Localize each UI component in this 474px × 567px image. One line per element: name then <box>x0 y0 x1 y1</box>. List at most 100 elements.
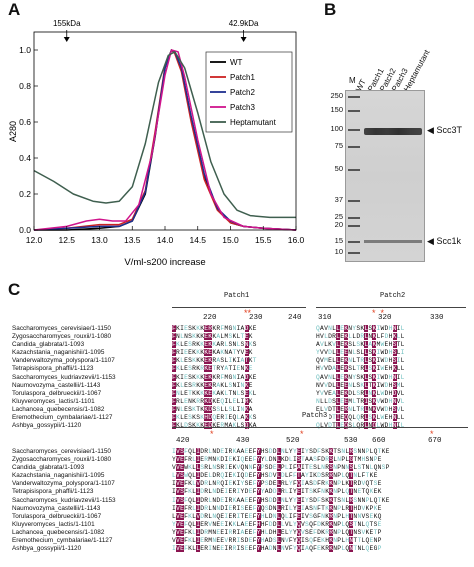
sequence-row: NLLDSLEEMLTRISKVWDHNVL <box>316 397 405 405</box>
sequence-row: LVEFKLVDRLNQEIERITEEFYHLDNLQLIFEIVSGFNKR… <box>172 512 382 520</box>
sequence-row: FKLESKSKHDQERIEQLAKKS <box>172 414 257 422</box>
sequence-row: QAVNLLEKNYSKLSKIWDHNIL <box>316 325 405 332</box>
pos-660: 660 <box>372 437 386 445</box>
gel-image <box>345 90 425 262</box>
annotation-arrow-head <box>63 37 70 42</box>
sequence-row: IVSFKLIDRLNDEIERIYDEFYYADDLRLIYEITSKFNKK… <box>172 488 382 496</box>
sequence-row: YVEFQLIERVNEEIKKLAEEFHHFDDLLVLYQVSQFDKRK… <box>172 520 382 528</box>
patch1-stars: ** <box>244 308 252 318</box>
species-name: Saccharomyces_kudriavzevii/1-1153 <box>12 496 116 504</box>
species-name: Zygosaccharomyces_rouxii/1-1080 <box>12 333 112 341</box>
x-axis-label: V/ml-s200 increase <box>124 257 205 268</box>
patch3-bracket <box>172 420 468 428</box>
marker-band <box>348 200 360 202</box>
scc3t-label: ◀ Scc3T <box>427 125 462 135</box>
x-tick-label: 15.5 <box>255 235 272 245</box>
x-tick-label: 15.0 <box>222 235 239 245</box>
annotation-label: 155kDa <box>53 19 81 28</box>
alignment-block-bottom: Patch3 * * * 420 430 520 530 660 670 Sac… <box>0 412 474 567</box>
species-name: Vanderwaltozyma_polyspora/1-1107 <box>12 357 115 365</box>
y-tick-label: 1.0 <box>19 45 31 55</box>
marker-size-label: 15 <box>334 236 343 245</box>
y-tick-label: 0.2 <box>19 189 31 199</box>
marker-size-label: 50 <box>334 164 343 173</box>
marker-band <box>348 225 360 227</box>
sequence-row: FRIEEKKKKEKAKNATYVEK <box>172 349 253 357</box>
sequence-row: IVEFRLIDRLNNDIERISEEFYQSDNLRILYEIASNFTKK… <box>172 504 382 512</box>
pos-220: 220 <box>203 314 217 322</box>
marker-size-label: 250 <box>330 91 343 100</box>
pos-420: 420 <box>176 437 190 445</box>
annotation-arrow-head <box>240 37 247 42</box>
sequence-row: LVSWQLIDELDRQIEKIQDEFYHSDVLDLFFTAYIKDSRR… <box>172 472 378 480</box>
species-name: Torulaspora_delbrueckii/1-1067 <box>12 389 102 397</box>
patch1-title: Patch1 <box>222 292 252 300</box>
sequence-row: VVEWKLLSRLNSRIEKVQNNFYPSDELPLIFAITESLNRS… <box>172 464 390 472</box>
sequence-row: VVEFKLIERMNEEVRRISDEFYHADSLNVFYQISQFEKHK… <box>172 537 382 545</box>
marker-band <box>348 241 360 243</box>
sequence-row: FRLENKRRKDKEQILELIRK <box>172 397 253 405</box>
species-name: Kazachstania_naganishii/1-1095 <box>12 349 105 357</box>
species-name: Saccharomyces_cerevisiae/1-1150 <box>12 325 111 332</box>
sequence-row: ELVDTLERNLTRLNKVWDHSVL <box>316 405 405 413</box>
species-name: Eremothecium_cymbalariae/1-1127 <box>12 537 113 545</box>
pos-320: 320 <box>378 314 392 322</box>
gel-panel: M WT Patch1 Patch2 Patch3 Heptamutant 250 150 1… <box>325 24 474 274</box>
marker-size-label: 100 <box>330 124 343 133</box>
sequence-row: FNLESKTKKDSSLLSLINKA <box>172 405 253 413</box>
sequence-row: YVEFKLIDRMNEEIRRIAEEFYHLDHLELYYQVSEFDKRR… <box>172 528 382 536</box>
sequence-row: QVMELLEKNLTRLSKIWDHSIL <box>316 357 405 365</box>
chromatogram-chart: 12.0 12.5 13.0 13.5 14.0 14.5 15.0 15.5 16.0 0.0 0… <box>8 19 305 268</box>
alignment-block-top: Patch1 Patch2 ** * * 220 230 240 310 320… <box>0 292 474 430</box>
sequence-row: IVSFQLIDRLNDEIRKAAEEFYHSDDLNLYYEIYSDFSKK… <box>172 496 390 504</box>
pos-310: 310 <box>318 314 332 322</box>
patch3-star-3: * <box>430 429 434 439</box>
species-name: Tetrapisispora_phaffii/1-1123 <box>12 488 94 496</box>
chart-legend: WT Patch1 Patch2 Patch3 Heptamutant <box>205 51 293 133</box>
x-tick-label: 16.0 <box>288 235 305 245</box>
marker-size-label: 10 <box>334 247 343 256</box>
plot-frame <box>33 31 297 231</box>
sequence-row: YVVEALEKDLSRLNKLWDHDVL <box>316 389 405 397</box>
marker-band <box>348 169 360 171</box>
pos-230: 230 <box>249 314 263 322</box>
sequence-row: FKLESRKKEKKARLSNLSNKS <box>172 341 257 349</box>
species-name: Vanderwaltozyma_polyspora/1-1107 <box>12 480 115 488</box>
series-line-heptamutant <box>33 51 296 219</box>
scc1k-band <box>364 240 422 243</box>
y-tick-label: 0.8 <box>19 81 31 91</box>
scc1k-label: ◀ Scc1k <box>427 236 461 246</box>
sequence-row: FKLESRKRKETRYATIENKE <box>172 365 253 373</box>
legend-entry: Patch1 <box>230 73 255 82</box>
patch3-title: Patch3 <box>300 412 330 420</box>
marker-size-label: 25 <box>334 212 343 221</box>
species-name: Zygosaccharomyces_rouxii/1-1080 <box>12 456 112 464</box>
panel-label-b: B <box>324 0 337 19</box>
sequence-row: FKLDSKKKEDKERMAKLSQKA <box>172 422 257 430</box>
x-tick-label: 12.0 <box>26 235 43 245</box>
species-name: Torulaspora_delbrueckii/1-1067 <box>12 512 102 520</box>
marker-size-label: 37 <box>334 195 343 204</box>
x-tick-label: 13.0 <box>91 235 108 245</box>
species-name: Lachancea_quebecensis/1-1082 <box>12 405 105 413</box>
legend-entry: WT <box>230 58 243 67</box>
species-name: Lachancea_quebecensis/1-1082 <box>12 528 105 536</box>
sequence-row: HVVDALEKSLTRLSKIWEHKLL <box>316 365 405 373</box>
pos-530: 530 <box>344 437 358 445</box>
marker-size-label: 75 <box>334 141 343 150</box>
species-name: Ashbya_gossypii/1-1120 <box>12 422 82 430</box>
x-tick-label: 14.5 <box>189 235 206 245</box>
species-name: Candida_glabrata/1-1093 <box>12 341 85 349</box>
legend-entry: Patch2 <box>230 88 255 97</box>
y-tick-label: 0.4 <box>19 153 31 163</box>
patch1-bracket <box>172 300 306 308</box>
sequence-row: HVLDRLEKLLDRLNKLFDHKLL <box>316 333 405 341</box>
sequence-row: FNLETKKKKEKAKLTNLSEKL <box>172 389 257 397</box>
sequence-row: NVVDLLEENLSKLTKIWDHSML <box>316 381 405 389</box>
species-name: Saccharomyces_kudriavzevii/1-1153 <box>12 373 116 381</box>
pos-670: 670 <box>428 437 442 445</box>
x-tick-label: 12.5 <box>58 235 75 245</box>
species-name: Kluyveromyces_lactis/1-1101 <box>12 397 95 405</box>
species-name: Kazachstania_naganishii/1-1095 <box>12 472 105 480</box>
sequence-row: FKIESKKKEKKRFMGNIADKE <box>172 373 257 381</box>
